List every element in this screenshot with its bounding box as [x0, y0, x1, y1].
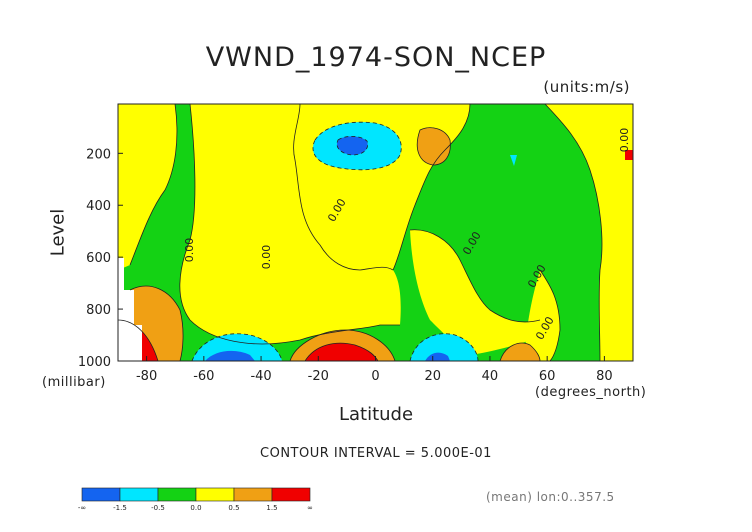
- x-tick-label: 20: [424, 369, 441, 384]
- region-positive: [410, 229, 545, 355]
- region-positive: [118, 104, 177, 270]
- colorbar-swatch: [233, 487, 273, 502]
- y-tick-label: 1000: [78, 355, 111, 370]
- colorbar-label: -∞: [78, 504, 86, 512]
- colorbar-label: 0.5: [228, 504, 239, 512]
- y-tick-label: 400: [86, 199, 111, 214]
- region-positive: [525, 270, 560, 361]
- x-tick-label: -80: [136, 369, 157, 384]
- region-negative: [410, 333, 478, 361]
- x-tick-label: 60: [539, 369, 556, 384]
- colorbar-swatch: [81, 487, 121, 502]
- x-tick-label: 80: [596, 369, 613, 384]
- contour-value-label: 0.00: [183, 238, 196, 263]
- chart-title: VWND_1974-SON_NCEP: [205, 42, 547, 73]
- colorbar-label: 1.5: [266, 504, 277, 512]
- region-positive: [179, 104, 401, 344]
- contour-value-label: 0.00: [260, 245, 273, 270]
- x-tick-label: 40: [482, 369, 499, 384]
- x-tick-label: -60: [193, 369, 214, 384]
- region-strong-negative: [425, 352, 450, 361]
- y-axis-unit: (millibar): [42, 375, 106, 390]
- colorbar-swatch: [271, 487, 311, 502]
- colorbar-swatch: [119, 487, 159, 502]
- y-tick-label: 600: [86, 251, 111, 266]
- region-missing: [118, 258, 142, 361]
- x-axis-unit: (degrees_north): [535, 385, 647, 400]
- colorbar-swatch: [195, 487, 235, 502]
- x-tick-label: -20: [308, 369, 329, 384]
- contour-value-label: 0.00: [618, 128, 631, 153]
- colorbar-swatch: [157, 487, 197, 502]
- x-axis-label: Latitude: [338, 404, 414, 425]
- region-strong-positive: [500, 343, 540, 361]
- region-very-strong-positive: [305, 343, 378, 361]
- colorbar-label: -1.5: [113, 504, 127, 512]
- contour-interval-text: CONTOUR INTERVAL = 5.000E-01: [260, 446, 492, 461]
- colorbar-label: ∞: [307, 504, 313, 512]
- units-label: (units:m/s): [543, 78, 630, 96]
- x-tick-label: -40: [250, 369, 271, 384]
- region-strong-negative: [336, 136, 368, 155]
- region-very-strong-positive: [625, 150, 633, 160]
- colorbar-label: 0.0: [190, 504, 201, 512]
- footer-mean-label: (mean) lon:0..357.5: [486, 490, 615, 504]
- region-strong-negative: [205, 350, 255, 361]
- region-negative: [510, 155, 517, 166]
- x-tick-label: 0: [371, 369, 379, 384]
- y-tick-label: 800: [86, 303, 111, 318]
- region-strong-positive: [417, 127, 451, 165]
- region-negative: [192, 333, 282, 361]
- y-tick-label: 200: [86, 147, 111, 162]
- region-positive: [545, 104, 633, 361]
- colorbar-label: -0.5: [151, 504, 165, 512]
